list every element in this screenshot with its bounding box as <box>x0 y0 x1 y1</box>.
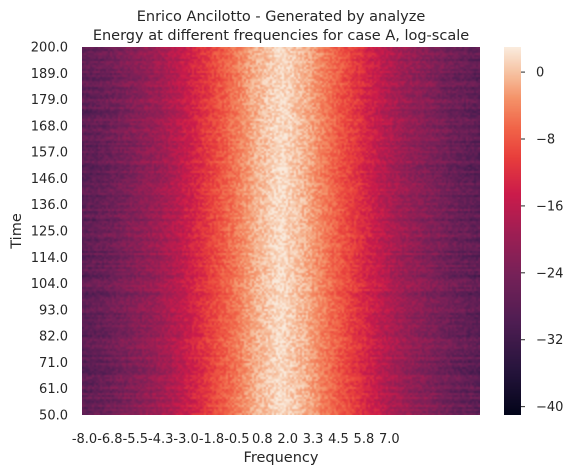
x-axis: -8.0 -6.8 -5.5 -4.3 -3.0 -1.8 -0.5 0.8 2.0 3.3 4.5… <box>72 432 400 447</box>
colorbar: 0 −8 −16 −24 −32 −40 <box>504 47 563 415</box>
x-tick-label: 5.8 <box>354 432 375 447</box>
x-axis-label: Frequency <box>244 450 319 466</box>
y-tick-label: 146.0 <box>31 172 68 187</box>
y-tick-label: 157.0 <box>31 146 68 161</box>
colorbar-tick-label: 0 <box>536 66 544 81</box>
y-tick-label: 82.0 <box>39 330 68 345</box>
x-tick-label: 2.0 <box>277 432 298 447</box>
y-tick-label: 168.0 <box>31 119 68 134</box>
colorbar-tick-label: −24 <box>536 266 563 281</box>
x-tick-label: 3.3 <box>303 432 324 447</box>
y-axis: 200.0 189.0 179.0 168.0 157.0 146.0 136.0 125.0… <box>31 41 68 424</box>
y-tick-label: 93.0 <box>39 303 68 318</box>
y-axis-label: Time <box>9 213 25 250</box>
y-tick-label: 61.0 <box>39 382 68 397</box>
y-tick-label: 179.0 <box>31 93 68 108</box>
y-tick-label: 104.0 <box>31 277 68 292</box>
y-tick-label: 71.0 <box>39 356 68 371</box>
x-tick-label: -5.5 <box>123 432 148 447</box>
colorbar-tick-label: −32 <box>536 333 563 348</box>
chart-subtitle: Energy at different frequencies for case… <box>93 28 469 44</box>
colorbar-tick-label: −16 <box>536 199 563 214</box>
x-tick-label: -8.0 <box>72 432 97 447</box>
colorbar-tick-label: −40 <box>536 400 563 415</box>
y-tick-label: 114.0 <box>31 251 68 266</box>
heatmap <box>82 47 480 415</box>
heatmap-image <box>82 47 480 415</box>
x-tick-label: -4.3 <box>148 432 173 447</box>
y-tick-label: 125.0 <box>31 225 68 240</box>
y-tick-label: 136.0 <box>31 198 68 213</box>
chart-title: Enrico Ancilotto - Generated by analyze <box>137 9 426 25</box>
colorbar-gradient <box>504 47 521 415</box>
y-tick-label: 50.0 <box>39 409 68 424</box>
colorbar-ticks: 0 −8 −16 −24 −32 −40 <box>521 66 563 415</box>
x-tick-label: -3.0 <box>173 432 198 447</box>
x-tick-label: -6.8 <box>97 432 122 447</box>
colorbar-tick-label: −8 <box>536 133 555 148</box>
x-tick-label: -0.5 <box>224 432 249 447</box>
y-tick-label: 200.0 <box>31 41 68 56</box>
x-tick-label: -1.8 <box>199 432 224 447</box>
x-tick-label: 4.5 <box>328 432 349 447</box>
y-tick-label: 189.0 <box>31 67 68 82</box>
x-tick-label: 7.0 <box>379 432 400 447</box>
x-tick-label: 0.8 <box>252 432 273 447</box>
